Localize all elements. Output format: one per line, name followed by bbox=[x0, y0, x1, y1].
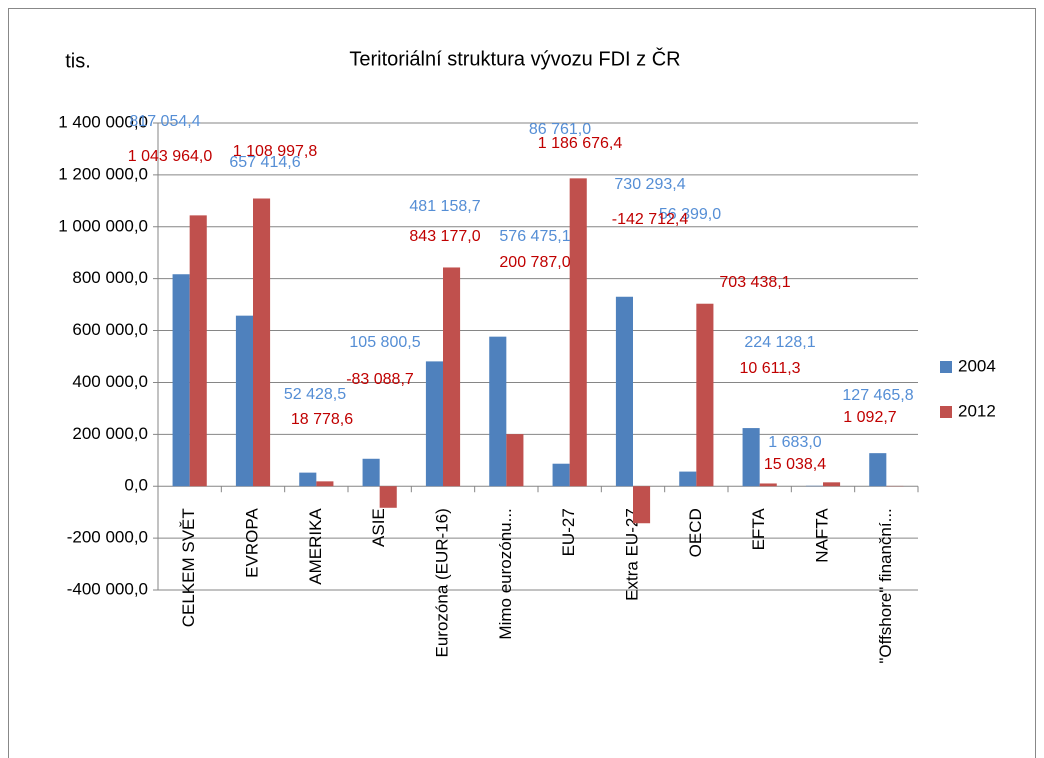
y-tick-label: 200 000,0 bbox=[72, 424, 148, 443]
data-label: 18 778,6 bbox=[291, 411, 353, 428]
bar bbox=[299, 472, 317, 487]
bar bbox=[189, 215, 207, 487]
data-label: 224 128,1 bbox=[744, 334, 815, 351]
data-label: 1 092,7 bbox=[843, 409, 896, 426]
bar bbox=[615, 296, 633, 487]
bar bbox=[253, 198, 271, 487]
bar bbox=[696, 303, 714, 487]
y-tick-label: 600 000,0 bbox=[72, 320, 148, 339]
y-axis-unit: tis. bbox=[65, 50, 91, 72]
y-tick-label: 400 000,0 bbox=[72, 372, 148, 391]
legend-swatch bbox=[940, 361, 952, 373]
bar bbox=[362, 458, 380, 487]
x-tick-label: Extra EU-27 bbox=[622, 508, 641, 601]
data-label: -142 712,4 bbox=[612, 211, 689, 228]
x-tick-label: EVROPA bbox=[242, 508, 261, 578]
x-tick-label: NAFTA bbox=[812, 508, 831, 563]
y-tick-label: -400 000,0 bbox=[67, 579, 148, 598]
x-tick-label: OECD bbox=[686, 508, 705, 557]
data-label: 127 465,8 bbox=[842, 387, 913, 404]
x-tick-label: AMERIKA bbox=[306, 508, 325, 585]
bar bbox=[235, 315, 253, 487]
data-label: 1 043 964,0 bbox=[128, 148, 213, 165]
bar bbox=[443, 267, 461, 487]
x-tick-label: Mimo eurozónu... bbox=[496, 508, 515, 639]
data-label: 730 293,4 bbox=[614, 176, 685, 193]
x-tick-label: "Offshore" finanční... bbox=[876, 508, 895, 663]
bar bbox=[489, 336, 507, 487]
x-tick-label: CELKEM SVĚT bbox=[179, 508, 198, 627]
chart-title: Teritoriální struktura vývozu FDI z ČR bbox=[349, 47, 680, 70]
bar bbox=[425, 361, 443, 487]
y-tick-label: -200 000,0 bbox=[67, 528, 148, 547]
data-label: 200 787,0 bbox=[499, 254, 570, 271]
y-tick-label: 0,0 bbox=[124, 476, 148, 495]
data-label: 576 475,1 bbox=[499, 228, 570, 245]
chart-frame bbox=[8, 8, 1036, 758]
legend-label: 2004 bbox=[958, 356, 996, 375]
data-label: 817 054,4 bbox=[129, 113, 200, 130]
legend-swatch bbox=[940, 406, 952, 418]
data-label: 1 108 997,8 bbox=[233, 143, 318, 160]
x-tick-label: Eurozóna (EUR-16) bbox=[432, 508, 451, 657]
data-label: 657 414,6 bbox=[229, 154, 300, 171]
legend-label: 2012 bbox=[958, 401, 996, 420]
bar bbox=[633, 486, 651, 524]
data-label: 10 611,3 bbox=[739, 360, 800, 377]
data-label: 86 761,0 bbox=[529, 121, 591, 138]
data-label: 105 800,5 bbox=[349, 334, 420, 351]
x-tick-label: EU-27 bbox=[559, 508, 578, 556]
bar bbox=[742, 428, 760, 487]
bar bbox=[506, 434, 524, 487]
data-label: -83 088,7 bbox=[346, 371, 414, 388]
y-tick-label: 800 000,0 bbox=[72, 268, 148, 287]
x-tick-label: ASIE bbox=[369, 508, 388, 547]
bar bbox=[869, 453, 887, 487]
data-label: 52 428,5 bbox=[284, 386, 346, 403]
bar bbox=[379, 486, 397, 508]
bar bbox=[316, 481, 334, 487]
bar bbox=[823, 482, 841, 487]
bar bbox=[569, 178, 587, 487]
y-tick-label: 1 200 000,0 bbox=[58, 164, 148, 183]
x-tick-label: EFTA bbox=[749, 508, 768, 551]
data-label: 15 038,4 bbox=[764, 456, 826, 473]
data-label: 481 158,7 bbox=[409, 198, 480, 215]
bar bbox=[172, 274, 190, 487]
data-label: 1 186 676,4 bbox=[538, 135, 623, 152]
data-label: 703 438,1 bbox=[719, 274, 790, 291]
data-label: 843 177,0 bbox=[409, 228, 480, 245]
data-label: 1 683,0 bbox=[768, 434, 821, 451]
y-tick-label: 1 000 000,0 bbox=[58, 216, 148, 235]
data-label: 56 399,0 bbox=[659, 206, 721, 223]
y-tick-label: 1 400 000,0 bbox=[58, 112, 148, 131]
bar bbox=[552, 463, 570, 487]
bar bbox=[759, 483, 777, 487]
bar bbox=[679, 471, 697, 487]
